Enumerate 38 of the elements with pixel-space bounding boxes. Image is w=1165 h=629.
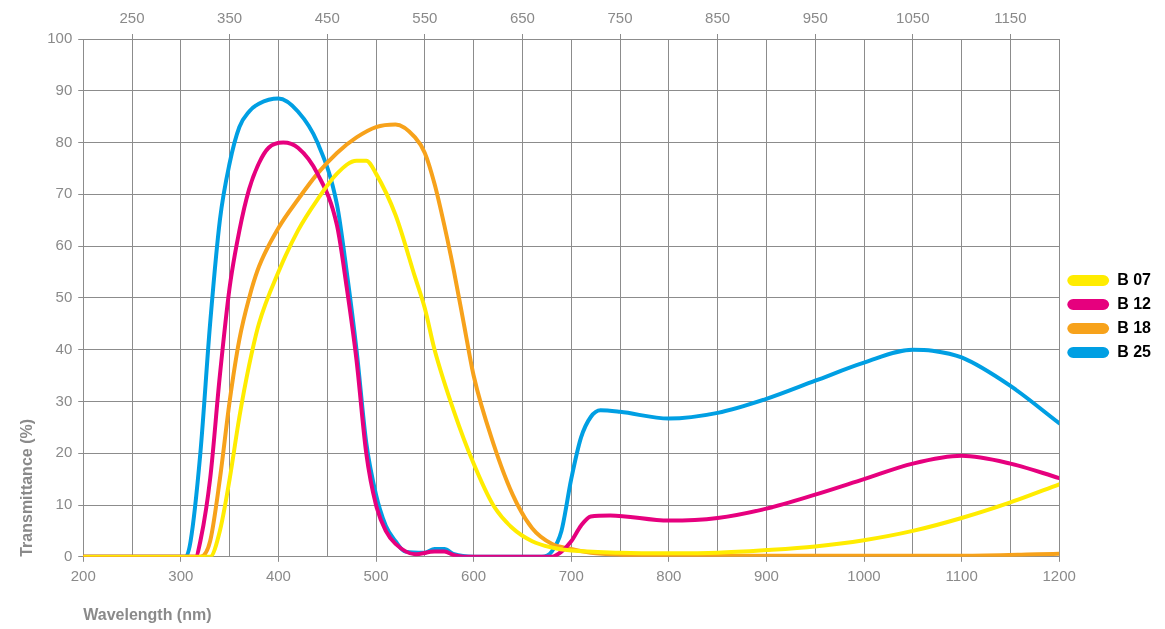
x2-tick-label: 850	[705, 9, 731, 27]
y-tick-label: 100	[47, 29, 73, 47]
x-tick-label: 200	[70, 566, 96, 584]
y-tick-label: 30	[55, 391, 73, 409]
y-tick-label: 20	[55, 443, 73, 461]
y-tick-label: 40	[55, 339, 73, 357]
x2-tick-label: 650	[509, 9, 535, 27]
x-tick-label: 600	[461, 566, 487, 584]
legend-label: B 25	[1117, 342, 1152, 360]
x-tick-label: 500	[363, 566, 389, 584]
x-tick-label: 400	[265, 566, 291, 584]
x-tick-label: 300	[168, 566, 194, 584]
x-tick-label: 1000	[847, 566, 881, 584]
x2-tick-label: 250	[119, 9, 145, 27]
y-axis-title: Transmittance (%)	[18, 418, 36, 557]
x2-tick-label: 750	[607, 9, 633, 27]
x-axis-title: Wavelength (nm)	[83, 605, 212, 623]
legend-label: B 07	[1117, 270, 1152, 288]
x2-tick-label: 1050	[896, 9, 930, 27]
legend-label: B 18	[1117, 318, 1152, 336]
y-tick-label: 80	[55, 132, 73, 150]
x2-tick-label: 450	[314, 9, 340, 27]
x2-tick-label: 1150	[994, 9, 1027, 27]
y-tick-label: 90	[55, 80, 73, 98]
x-tick-label: 900	[753, 566, 779, 584]
x-tick-label: 800	[656, 566, 682, 584]
legend-label: B 12	[1117, 294, 1152, 312]
y-tick-label: 60	[55, 236, 73, 254]
y-tick-label: 10	[55, 495, 73, 513]
x2-tick-label: 350	[217, 9, 243, 27]
y-tick-label: 50	[55, 288, 73, 306]
y-tick-label: 0	[63, 546, 73, 564]
x-tick-label: 700	[558, 566, 584, 584]
y-tick-label: 70	[55, 184, 73, 202]
x2-tick-label: 950	[802, 9, 828, 27]
x2-tick-label: 550	[412, 9, 438, 27]
x-tick-label: 1100	[945, 566, 978, 584]
x-tick-label: 1200	[1042, 566, 1076, 584]
